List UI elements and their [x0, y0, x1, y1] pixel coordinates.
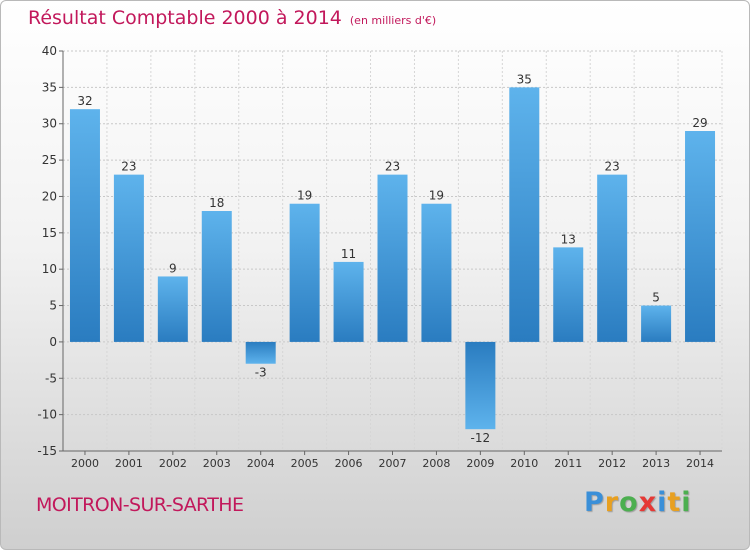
chart-title-text: Résultat Comptable 2000 à 2014: [28, 7, 342, 29]
bar-2011: [553, 247, 584, 342]
x-tick-label: 2006: [335, 457, 363, 470]
x-tick-label: 2013: [642, 457, 670, 470]
x-tick-labels: 2000 2001 2002 2003 2004 2005 2006 2007 2008 2009…: [71, 457, 714, 470]
data-label-2004: -3: [255, 366, 267, 380]
data-label-2008: 19: [429, 189, 444, 203]
data-label-2000: 32: [77, 94, 92, 108]
x-tick-label: 2007: [379, 457, 407, 470]
data-label-2010: 35: [517, 72, 532, 86]
logo-letter: i: [681, 487, 692, 518]
commune-name: MOITRON-SUR-SARTHE: [36, 494, 244, 516]
bar-2002: [157, 276, 188, 342]
bar-2004: [245, 341, 276, 364]
bar-2014: [685, 131, 716, 342]
bar-2013: [641, 305, 672, 342]
x-tick-label: 2014: [686, 457, 714, 470]
y-tick-label: 5: [49, 299, 57, 313]
x-tick-label: 2008: [422, 457, 450, 470]
data-label-2003: 18: [209, 196, 224, 210]
y-tick-label: 40: [42, 44, 57, 58]
logo-letter: t: [667, 487, 682, 518]
data-label-2002: 9: [169, 261, 177, 275]
logo-letter: i: [657, 487, 668, 518]
bars: [69, 87, 716, 430]
data-label-2005: 19: [297, 189, 312, 203]
x-tick-label: 2004: [247, 457, 275, 470]
y-tick-label: -5: [45, 371, 57, 385]
proxiti-logo[interactable]: Proxiti: [584, 487, 692, 518]
bar-2005: [289, 203, 320, 342]
bar-2001: [113, 174, 144, 342]
data-label-2014: 29: [692, 116, 707, 130]
y-tick-label: 30: [42, 117, 57, 131]
data-label-2001: 23: [121, 160, 136, 174]
x-tick-label: 2011: [554, 457, 582, 470]
data-label-2007: 23: [385, 160, 400, 174]
x-tick-label: 2012: [598, 457, 626, 470]
data-label-2009: -12: [471, 431, 491, 445]
data-label-2011: 13: [561, 232, 576, 246]
y-tick-label: 25: [42, 153, 57, 167]
y-tick-label: 10: [42, 262, 57, 276]
logo-letter: P: [584, 487, 605, 518]
bar-2012: [597, 174, 628, 342]
x-tick-label: 2002: [159, 457, 187, 470]
y-tick-label: 35: [42, 80, 57, 94]
x-tick-label: 2000: [71, 457, 99, 470]
x-tick-label: 2010: [510, 457, 538, 470]
bar-2009: [465, 341, 496, 430]
x-tick-label: 2003: [203, 457, 231, 470]
y-tick-label: 15: [42, 226, 57, 240]
x-tick-label: 2005: [291, 457, 319, 470]
data-labels: 32 23 9 18 -3 19 11 23 19 -12 35 13 23 5 29: [77, 72, 707, 445]
y-tick-labels: -15 -10 -5 0 5 10 15 20 25 30 35 40: [37, 44, 57, 458]
chart-title: Résultat Comptable 2000 à 2014 (en millie…: [28, 7, 436, 29]
x-tick-label: 2009: [466, 457, 494, 470]
x-tick-label: 2001: [115, 457, 143, 470]
chart-subtitle: (en milliers d'€): [349, 14, 437, 27]
data-label-2006: 11: [341, 247, 356, 261]
logo-letter: r: [604, 487, 620, 518]
axes: [59, 50, 722, 455]
y-tick-label: -15: [37, 444, 57, 458]
bar-2007: [377, 174, 408, 342]
y-tick-label: -10: [37, 408, 57, 422]
data-label-2012: 23: [605, 160, 620, 174]
data-label-2013: 5: [652, 291, 660, 305]
bar-2006: [333, 261, 364, 342]
y-tick-label: 20: [42, 189, 57, 203]
logo-letter: o: [619, 487, 639, 518]
y-tick-label: 0: [49, 335, 57, 349]
logo-letter: x: [638, 487, 658, 518]
bar-2000: [69, 109, 100, 342]
bar-2010: [509, 87, 540, 342]
bar-2003: [201, 211, 232, 342]
bar-2008: [421, 203, 452, 342]
